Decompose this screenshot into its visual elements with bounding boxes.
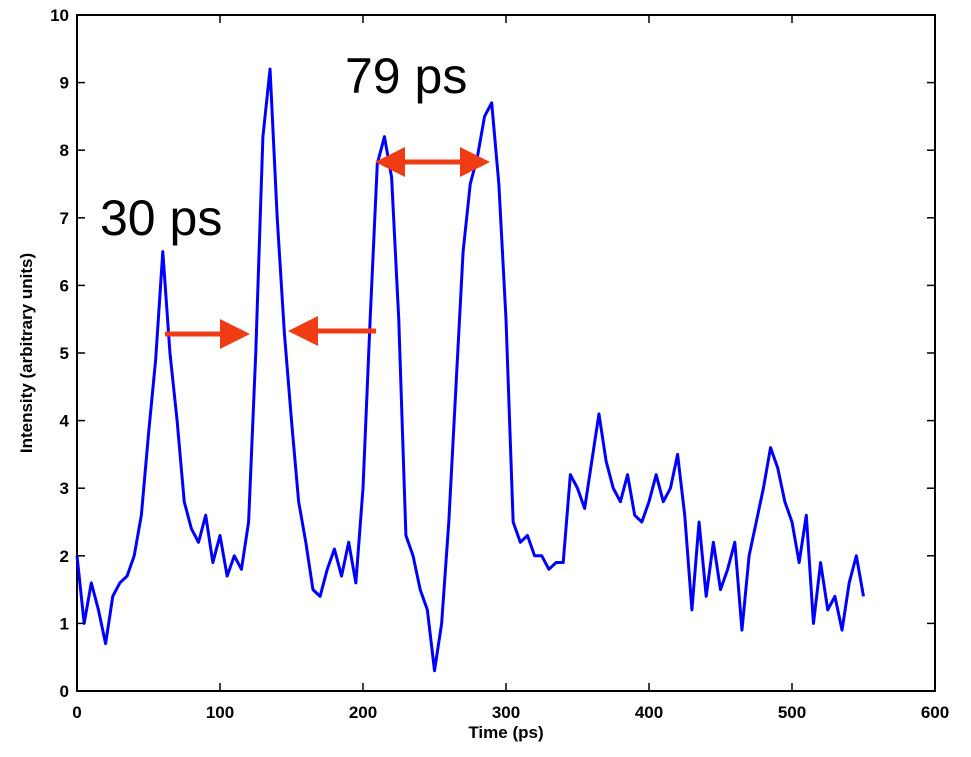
data-line xyxy=(75,67,865,673)
y-tick-label: 3 xyxy=(60,479,69,498)
y-tick-label: 4 xyxy=(60,412,70,431)
x-tick-label: 300 xyxy=(492,703,520,722)
y-axis-label: Intensity (arbitrary units) xyxy=(17,253,36,453)
x-tick-label: 400 xyxy=(635,703,663,722)
y-tick-label: 5 xyxy=(60,344,69,363)
annotation: 30 ps xyxy=(100,190,222,246)
x-axis-label: Time (ps) xyxy=(468,723,543,742)
plot xyxy=(75,67,865,673)
y-tick-label: 0 xyxy=(60,682,69,701)
y-tick-label: 1 xyxy=(60,614,69,633)
x-tick-label: 0 xyxy=(72,703,81,722)
x-tick-label: 100 xyxy=(206,703,234,722)
y-tick-label: 9 xyxy=(60,74,69,93)
annotation: 79 ps xyxy=(345,48,467,104)
y-tick-label: 6 xyxy=(60,276,69,295)
y-tick-label: 10 xyxy=(50,6,69,25)
y-tick-label: 8 xyxy=(60,141,69,160)
x-tick-label: 500 xyxy=(778,703,806,722)
y-tick-label: 7 xyxy=(60,209,69,228)
x-tick-label: 600 xyxy=(921,703,949,722)
x-tick-label: 200 xyxy=(349,703,377,722)
y-tick-label: 2 xyxy=(60,547,69,566)
arrows xyxy=(165,147,490,349)
